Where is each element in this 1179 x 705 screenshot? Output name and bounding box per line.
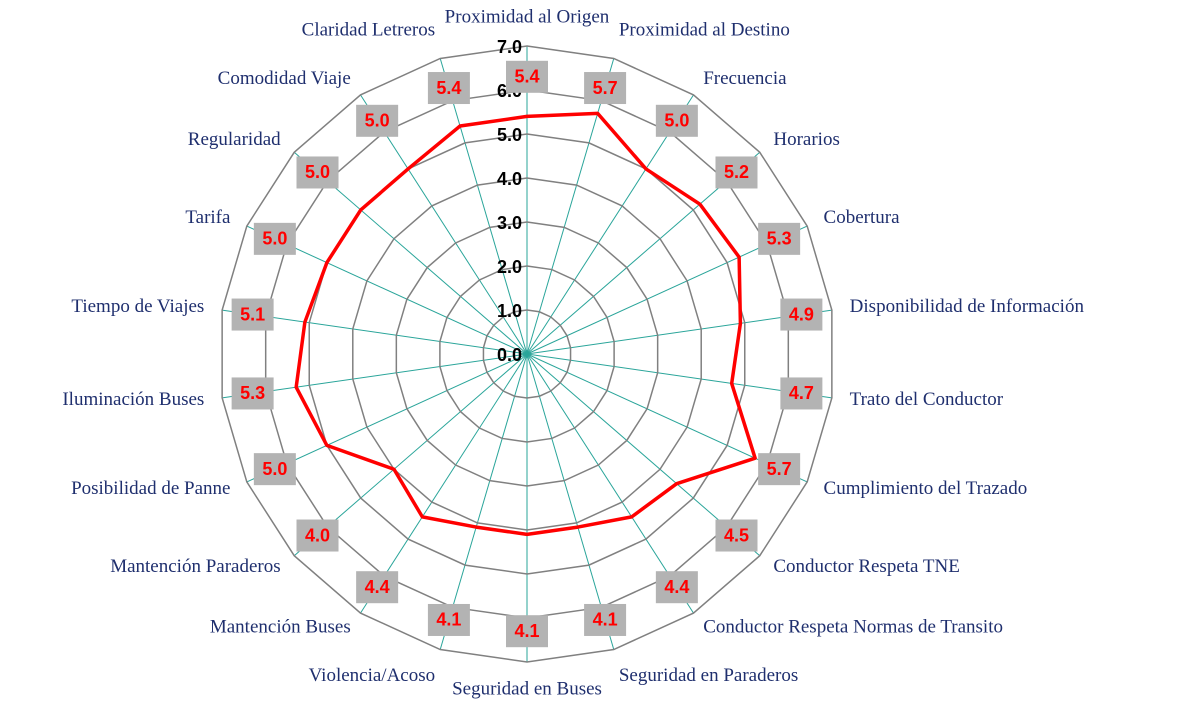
- category-label: Claridad Letreros: [302, 20, 435, 41]
- category-label: Conductor Respeta Normas de Transito: [703, 617, 1003, 638]
- y-tick-label: 1.0: [497, 301, 522, 321]
- spoke: [360, 353, 528, 614]
- category-label: Frecuencia: [703, 68, 787, 89]
- value-label: 4.7: [789, 383, 814, 403]
- value-label-box: [296, 156, 339, 189]
- category-label: Proximidad al Origen: [445, 6, 610, 27]
- spoke: [526, 353, 615, 650]
- value-label-box: [231, 298, 274, 331]
- category-label: Iluminación Buses: [62, 389, 204, 410]
- value-label-box: [780, 298, 823, 331]
- category-label: Proximidad al Destino: [619, 20, 790, 41]
- value-label-box: [253, 222, 296, 255]
- category-label: Seguridad en Buses: [452, 678, 602, 699]
- category-label: Posibilidad de Panne: [71, 478, 230, 499]
- value-label-box: [655, 104, 698, 137]
- spoke: [439, 58, 528, 355]
- value-label: 5.4: [436, 78, 461, 98]
- grid-ring: [221, 45, 833, 663]
- y-tick-label: 3.0: [497, 213, 522, 233]
- value-label-box: [715, 156, 758, 189]
- y-tick-label: 5.0: [497, 125, 522, 145]
- spoke: [360, 94, 528, 355]
- value-label: 5.1: [240, 304, 265, 324]
- category-label: Trato del Conductor: [850, 389, 1004, 410]
- value-label: 5.0: [262, 229, 287, 249]
- value-label-box: [715, 519, 758, 552]
- value-label: 5.4: [514, 67, 539, 87]
- spoke: [439, 353, 528, 650]
- category-label: Cobertura: [824, 207, 901, 228]
- value-label: 5.0: [365, 111, 390, 131]
- value-label-box: [231, 377, 274, 410]
- y-tick-label: 0.0: [497, 345, 522, 365]
- category-label: Disponibilidad de Información: [850, 296, 1085, 317]
- value-label: 5.3: [767, 229, 792, 249]
- value-label: 4.5: [724, 525, 749, 545]
- spoke: [526, 94, 694, 355]
- y-tick-label: 4.0: [497, 169, 522, 189]
- category-label: Regularidad: [188, 129, 281, 150]
- grid-ring: [395, 221, 659, 487]
- y-tick-label: 2.0: [497, 257, 522, 277]
- y-tick-label: 7.0: [497, 37, 522, 57]
- value-label: 4.9: [789, 304, 814, 324]
- category-label: Comodidad Viaje: [218, 68, 351, 89]
- grid-ring: [439, 265, 615, 443]
- grid-ring: [482, 309, 572, 399]
- category-label: Mantención Paraderos: [110, 556, 280, 577]
- value-label-box: [655, 571, 698, 604]
- category-label: Tarifa: [185, 207, 231, 228]
- value-label-box: [758, 453, 801, 486]
- value-label-box: [758, 222, 801, 255]
- category-label: Horarios: [773, 129, 839, 150]
- spoke: [526, 58, 615, 355]
- value-label: 4.0: [305, 525, 330, 545]
- grid-ring: [352, 177, 702, 531]
- value-label: 5.7: [767, 459, 792, 479]
- value-label-box: [253, 453, 296, 486]
- value-label: 5.0: [664, 111, 689, 131]
- value-label-box: [296, 519, 339, 552]
- value-label: 4.1: [514, 621, 539, 641]
- value-label-box: [356, 104, 399, 137]
- value-label: 4.1: [436, 610, 461, 630]
- value-label: 5.2: [724, 162, 749, 182]
- series-line: [294, 111, 757, 537]
- category-label: Seguridad en Paraderos: [619, 665, 798, 686]
- category-label: Tiempo de Viajes: [71, 296, 204, 317]
- value-label-box: [427, 72, 470, 105]
- category-label: Mantención Buses: [210, 617, 351, 638]
- value-label-box: [427, 603, 470, 636]
- category-label: Conductor Respeta TNE: [773, 556, 959, 577]
- value-label: 5.0: [305, 162, 330, 182]
- value-label: 5.7: [593, 78, 618, 98]
- value-label-box: [584, 603, 627, 636]
- spoke: [526, 353, 694, 614]
- value-label: 4.1: [593, 610, 618, 630]
- value-label-box: [506, 615, 548, 648]
- value-label-box: [780, 377, 823, 410]
- category-label: Cumplimiento del Trazado: [824, 478, 1028, 499]
- value-label-box: [506, 60, 548, 93]
- value-label-box: [356, 571, 399, 604]
- value-label-box: [584, 72, 627, 105]
- value-label: 5.3: [240, 383, 265, 403]
- value-label: 4.4: [664, 577, 689, 597]
- value-label: 5.0: [262, 459, 287, 479]
- value-label: 4.4: [365, 577, 390, 597]
- category-label: Violencia/Acoso: [309, 665, 436, 686]
